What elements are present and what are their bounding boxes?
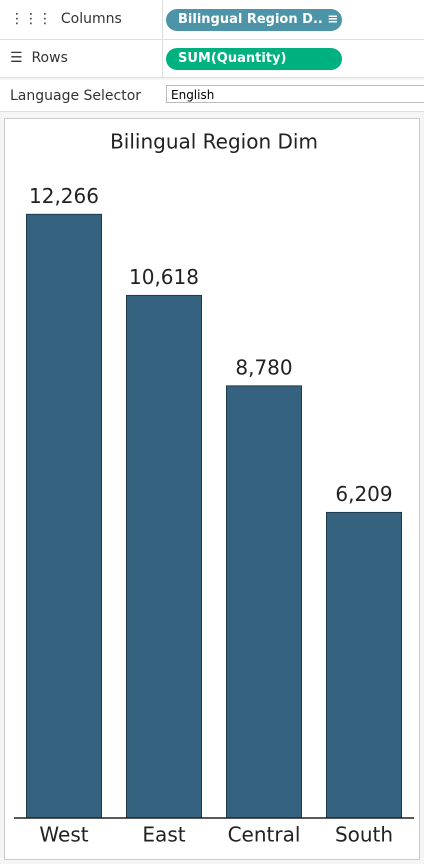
value-label: 8,780 bbox=[235, 355, 292, 379]
rows-pill[interactable]: SUM(Quantity) bbox=[166, 48, 342, 70]
columns-label: Columns bbox=[60, 11, 122, 27]
value-label: 10,618 bbox=[129, 265, 199, 289]
parameter-dropdown[interactable]: English bbox=[166, 85, 424, 103]
value-label: 12,266 bbox=[29, 184, 99, 208]
bar bbox=[26, 213, 102, 819]
value-label: 6,209 bbox=[335, 482, 392, 506]
divider bbox=[162, 0, 163, 39]
divider bbox=[162, 40, 163, 77]
rows-label: Rows bbox=[31, 50, 68, 66]
x-tick-label: East bbox=[142, 823, 185, 847]
x-tick-label: South bbox=[335, 823, 393, 847]
shelf-label: ☰ Rows bbox=[10, 50, 68, 66]
chart: Bilingual Region Dim 12,266 West 10,618 Eas… bbox=[4, 118, 420, 860]
bar bbox=[226, 385, 302, 819]
columns-shelf: ⋮⋮⋮ Columns Bilingual Region D.. ≡ bbox=[0, 0, 424, 40]
parameter-label: Language Selector bbox=[10, 88, 142, 104]
shelf-label: ⋮⋮⋮ Columns bbox=[10, 11, 122, 27]
columns-pill[interactable]: Bilingual Region D.. ≡ bbox=[166, 9, 342, 31]
x-tick-label: West bbox=[39, 823, 88, 847]
bar bbox=[126, 294, 202, 819]
parameter-row: Language Selector English bbox=[0, 80, 424, 112]
bar bbox=[326, 511, 402, 819]
x-tick-label: Central bbox=[228, 823, 301, 847]
pill-text: SUM(Quantity) bbox=[178, 51, 287, 66]
chart-title: Bilingual Region Dim bbox=[110, 130, 318, 154]
rows-shelf: ☰ Rows SUM(Quantity) bbox=[0, 40, 424, 78]
pill-text: Bilingual Region D.. bbox=[178, 12, 323, 27]
